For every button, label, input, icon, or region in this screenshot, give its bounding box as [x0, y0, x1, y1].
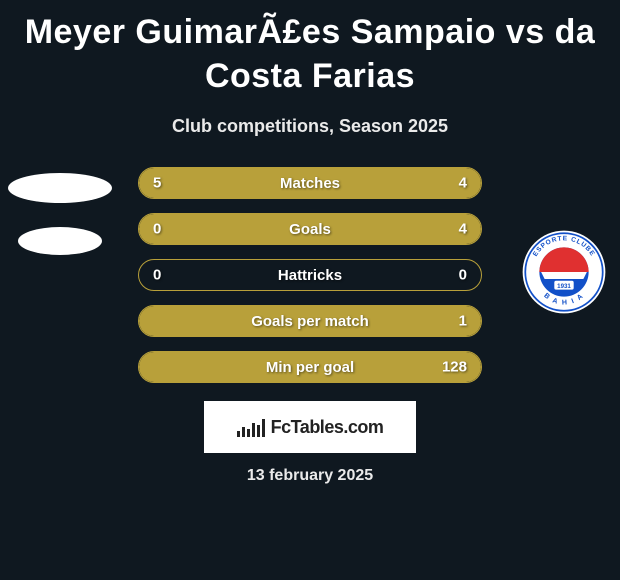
stat-label: Hattricks [278, 267, 342, 284]
stat-row: 0 4 Goals [138, 213, 482, 245]
page-title: Meyer GuimarÃ£es Sampaio vs da Costa Far… [0, 0, 620, 98]
svg-text:1931: 1931 [557, 283, 571, 290]
club-badge-bahia: ESPORTE CLUBE B A H I A 1931 [520, 228, 608, 316]
stat-label: Matches [280, 175, 340, 192]
stat-value-right: 4 [459, 175, 467, 192]
page-subtitle: Club competitions, Season 2025 [0, 116, 620, 137]
stat-value-right: 1 [459, 313, 467, 330]
stat-value-left: 5 [153, 175, 161, 192]
stat-label: Goals [289, 221, 331, 238]
stat-value-left: 0 [153, 221, 161, 238]
player-left-badge-2 [18, 227, 102, 255]
logo-text: FcTables.com [271, 417, 384, 438]
date-text: 13 february 2025 [0, 467, 620, 485]
player-left-badge-1 [8, 173, 112, 203]
stat-label: Goals per match [251, 313, 369, 330]
logo-bars-icon [237, 417, 265, 437]
stat-value-right: 0 [459, 267, 467, 284]
stat-value-right: 128 [442, 359, 467, 376]
stat-row: 128 Min per goal [138, 351, 482, 383]
stat-value-right: 4 [459, 221, 467, 238]
stat-value-left: 0 [153, 267, 161, 284]
stat-label: Min per goal [266, 359, 354, 376]
fctables-logo: FcTables.com [204, 401, 416, 453]
stat-row: 1 Goals per match [138, 305, 482, 337]
stat-row: 5 4 Matches [138, 167, 482, 199]
stat-row: 0 0 Hattricks [138, 259, 482, 291]
